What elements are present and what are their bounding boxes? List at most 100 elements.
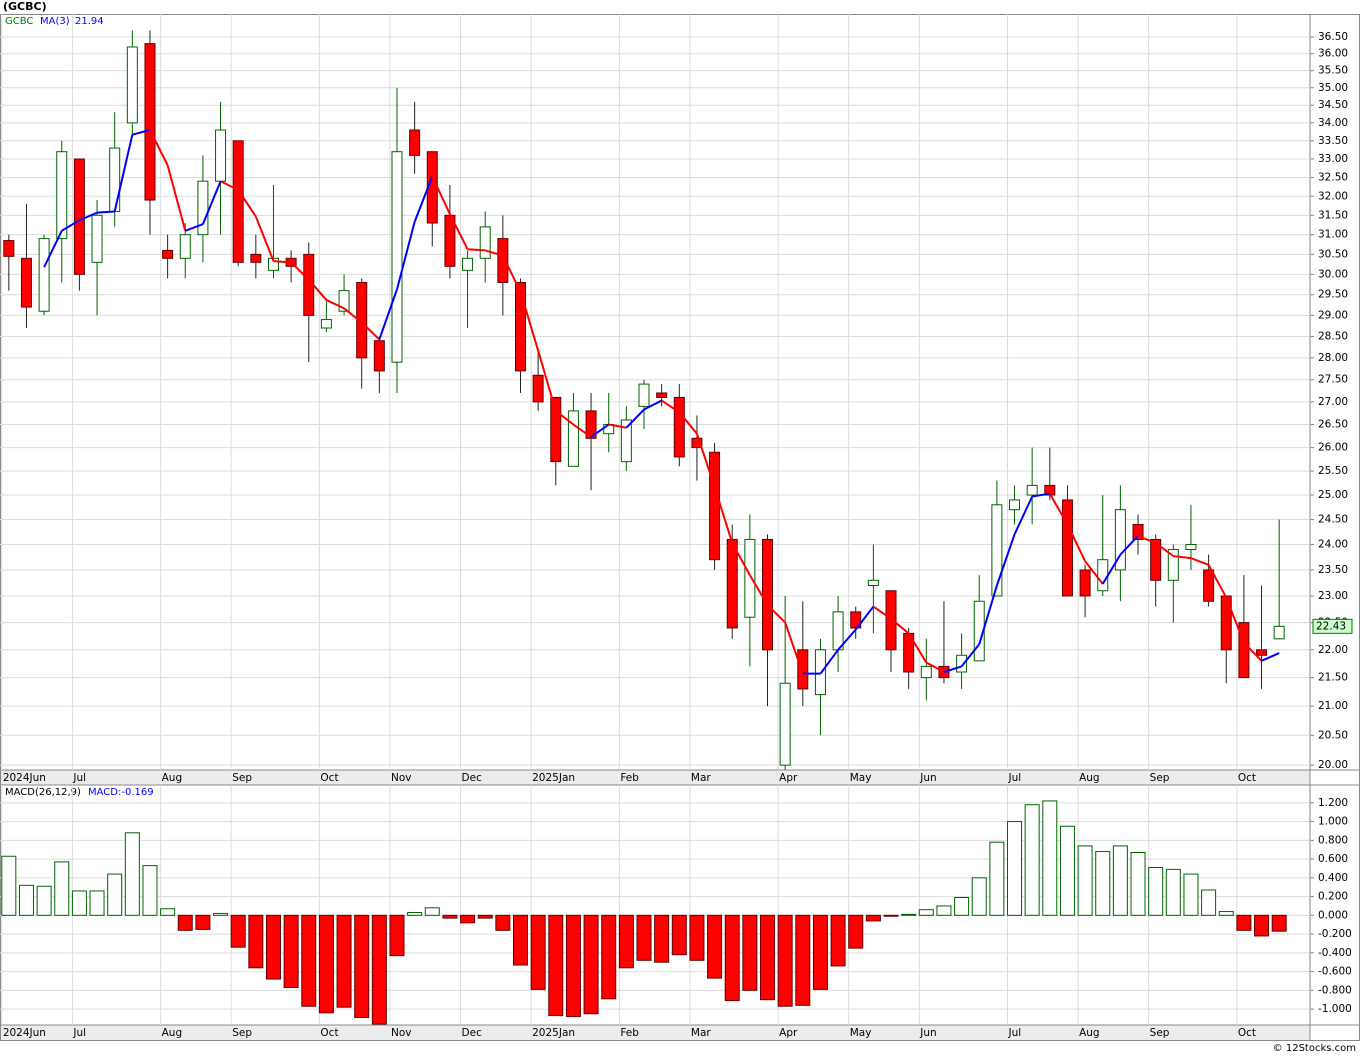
y-tick-label: 0.400 — [1318, 872, 1348, 884]
candle-body — [462, 257, 474, 271]
y-tick-label: 33.50 — [1318, 135, 1348, 147]
candle-body — [956, 654, 968, 673]
y-tick-label: -1.000 — [1318, 1003, 1352, 1015]
candle-body — [779, 682, 791, 766]
y-tick-label: 20.50 — [1318, 729, 1348, 741]
ma-line-segment — [484, 249, 504, 257]
y-tick-label: -0.600 — [1318, 966, 1352, 978]
ma-line-segment — [643, 399, 663, 411]
ma-line-segment — [1173, 555, 1192, 560]
y-tick-label: 34.50 — [1318, 99, 1348, 111]
ma-line-segment — [1261, 652, 1280, 662]
ma-line-segment — [449, 213, 469, 250]
macd-bar — [1183, 873, 1199, 916]
macd-bar — [583, 914, 599, 1015]
y-tick-label: 0.200 — [1318, 891, 1348, 903]
y-tick-label: 32.00 — [1318, 190, 1348, 202]
y-tick-label: 21.50 — [1318, 672, 1348, 684]
candle-body — [1009, 499, 1021, 511]
ma-line-segment — [731, 542, 751, 576]
ma-line-segment — [501, 255, 522, 293]
macd-bar — [565, 914, 581, 1018]
y-tick-label: 23.00 — [1318, 590, 1348, 602]
footer: © 12Stocks.com — [1273, 1043, 1356, 1054]
candle-body — [867, 579, 879, 587]
y-tick-label: 30.50 — [1318, 248, 1348, 260]
y-tick-label: -0.400 — [1318, 947, 1352, 959]
candle-body — [1238, 622, 1250, 679]
ma-line-segment — [1155, 542, 1174, 557]
candle-body — [1079, 569, 1091, 597]
macd-bar — [1007, 821, 1023, 916]
x-tick-label: Aug — [1079, 772, 1100, 784]
ma-line-segment — [590, 423, 610, 438]
legend-ma: MA(3) — [40, 16, 70, 27]
x-axis-band — [1, 770, 1310, 785]
ma-line-segment — [872, 605, 892, 620]
ma-line-segment — [608, 423, 627, 429]
macd-bar — [318, 914, 334, 1014]
macd-bar — [54, 861, 70, 916]
y-tick-label: 25.00 — [1318, 489, 1348, 501]
macd-bar — [71, 890, 87, 916]
macd-bar — [1059, 825, 1075, 916]
x-tick-label: Nov — [391, 1027, 412, 1039]
candle-body — [567, 410, 579, 467]
ma-line-segment — [343, 307, 363, 324]
x-tick-label: Nov — [391, 772, 412, 784]
ma-line-segment — [695, 433, 716, 488]
x-tick-label: Feb — [620, 1027, 639, 1039]
macd-bar — [1130, 852, 1146, 916]
macd-bar — [283, 914, 299, 988]
x-tick-label: Oct — [1238, 1027, 1256, 1039]
ma-line-segment — [1048, 493, 1069, 525]
candle-body — [1185, 543, 1197, 551]
ma-line-segment — [537, 350, 557, 412]
macd-bar — [971, 877, 987, 916]
macd-bar — [954, 897, 970, 916]
ma-line-segment — [978, 585, 998, 645]
candle-body — [338, 290, 350, 312]
macd-bar — [1271, 914, 1287, 932]
macd-bar — [1236, 914, 1252, 931]
x-tick-label: Oct — [1238, 772, 1256, 784]
y-tick-label: 28.00 — [1318, 352, 1348, 364]
macd-bar — [865, 914, 881, 922]
macd-bar — [883, 914, 899, 917]
candle-body — [144, 43, 156, 201]
macd-bar — [160, 908, 176, 916]
candle-body — [885, 590, 897, 651]
macd-bar — [1254, 914, 1270, 937]
x-tick-label: Sep — [1150, 772, 1170, 784]
macd-bar — [742, 914, 758, 991]
candle-body — [585, 410, 597, 439]
candle-body — [991, 504, 1003, 597]
x-tick-label: Aug — [162, 772, 183, 784]
macd-bar — [495, 914, 511, 931]
ma-line-segment — [1137, 534, 1157, 544]
ma-line-segment — [220, 180, 239, 191]
macd-bar — [795, 914, 811, 1006]
macd-bar — [107, 873, 123, 916]
ma-line-segment — [943, 665, 962, 673]
candle-body — [109, 147, 121, 212]
ma-line-segment — [237, 189, 257, 218]
x-tick-label: 2025Jan — [532, 1027, 575, 1039]
macd-bar — [1095, 851, 1111, 916]
macd-bar — [89, 890, 105, 916]
ma-line-segment — [1066, 524, 1087, 562]
macd-bar — [901, 913, 917, 916]
ma-line-segment — [467, 248, 486, 252]
macd-bar — [724, 914, 740, 1002]
macd-bar — [707, 914, 723, 979]
y-tick-label: 31.00 — [1318, 229, 1348, 241]
y-tick-label: 27.00 — [1318, 396, 1348, 408]
candle-body — [638, 383, 650, 407]
candle-body — [73, 158, 85, 275]
y-tick-label: 30.00 — [1318, 268, 1348, 280]
candle-body — [197, 180, 209, 236]
ma-line-segment — [907, 632, 928, 664]
candle-body — [938, 665, 950, 679]
legend-ma-value: 21.94 — [75, 16, 104, 27]
y-tick-label: 1.200 — [1318, 797, 1348, 809]
